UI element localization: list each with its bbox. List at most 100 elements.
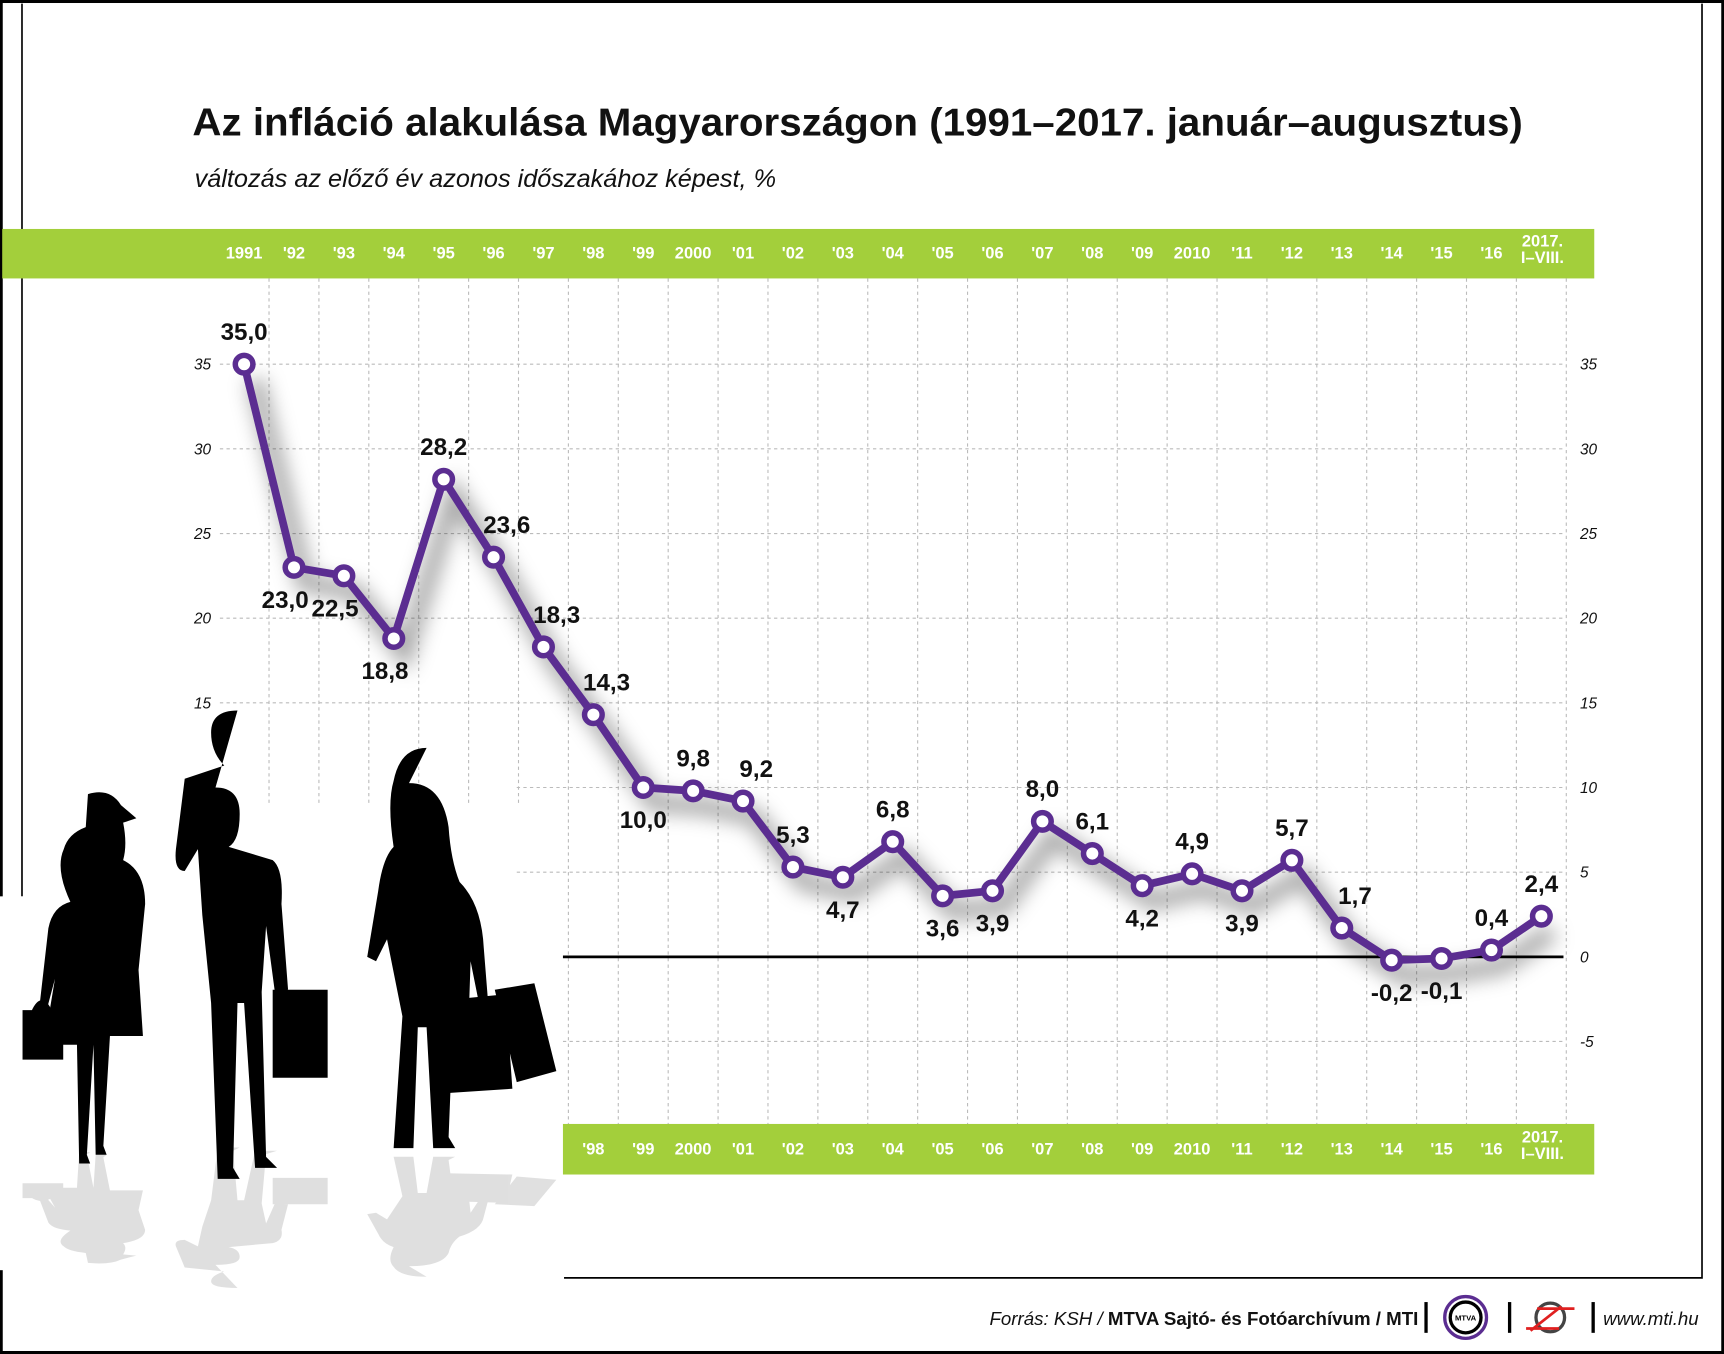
x-label-top: 1991 (226, 245, 263, 263)
x-label-top: '04 (882, 245, 905, 263)
data-label: 4,9 (1175, 829, 1209, 856)
x-label-bottom: '98 (582, 1141, 604, 1159)
chart-subtitle: változás az előző év azonos időszakához … (195, 165, 776, 193)
data-label: 18,3 (533, 602, 580, 629)
x-label-top: 2010 (1174, 245, 1211, 263)
data-label: 18,8 (361, 658, 408, 685)
x-label-top: '93 (333, 245, 355, 263)
y-tick-label-right: 25 (1579, 526, 1598, 543)
data-label: 4,7 (826, 897, 860, 924)
x-label-bottom: 2000 (675, 1141, 712, 1159)
data-point (1030, 809, 1054, 833)
svg-text:MTVA: MTVA (1455, 1314, 1477, 1323)
x-label-bottom: '06 (981, 1141, 1003, 1159)
data-label: 35,0 (221, 319, 268, 346)
data-label: 3,6 (926, 916, 960, 943)
x-label-bottom: '05 (931, 1141, 953, 1159)
x-label-top: '05 (931, 245, 953, 263)
data-point (881, 830, 905, 854)
data-label: 14,3 (583, 670, 630, 697)
x-label-top: '01 (732, 245, 754, 263)
x-label-top: '15 (1430, 245, 1452, 263)
mtva-logo: MTVA (1443, 1294, 1489, 1340)
data-label: 5,7 (1275, 815, 1309, 842)
x-label-top: '09 (1131, 245, 1153, 263)
chart-title: Az infláció alakulása Magyarországon (19… (192, 102, 1522, 145)
data-label: 2,4 (1525, 871, 1559, 898)
data-point (1280, 848, 1304, 872)
x-label-bottom: '01 (732, 1141, 754, 1159)
data-point (432, 467, 456, 491)
website-url[interactable]: www.mti.hu (1603, 1308, 1699, 1329)
data-label: 6,8 (876, 796, 910, 823)
x-label-top: '02 (782, 245, 804, 263)
inflation-series: 35,0 23,0 22,5 18,8 28,2 23,6 18,3 14,3 10,0 9,8 9… (221, 319, 1559, 1007)
data-point (931, 884, 955, 908)
y-tick-label-right: 30 (1580, 441, 1598, 458)
x-label-bottom: '09 (1131, 1141, 1153, 1159)
y-tick-label-right: 5 (1580, 865, 1589, 882)
x-label-top: '07 (1031, 245, 1053, 263)
year-labels: 1991'92'93'94'95'96'97'97'98'98'99'99200… (226, 233, 1564, 1164)
x-label-bottom: '12 (1281, 1141, 1303, 1159)
data-point (581, 703, 605, 727)
data-point (1230, 879, 1254, 903)
x-label-bottom: '07 (1031, 1141, 1053, 1159)
data-point (1130, 874, 1154, 898)
x-label-top: '92 (283, 245, 305, 263)
data-label: 28,2 (420, 434, 467, 461)
data-label: 10,0 (620, 807, 667, 834)
data-label: 8,0 (1026, 776, 1060, 803)
data-point (831, 865, 855, 889)
x-label-bottom: '03 (832, 1141, 854, 1159)
data-label: 3,9 (976, 910, 1010, 937)
x-label-top: '14 (1381, 245, 1404, 263)
data-point (1529, 904, 1553, 928)
shoppers-silhouette-image (0, 710, 563, 1290)
mti-logo (1526, 1301, 1575, 1334)
data-point (482, 545, 506, 569)
data-label: 9,2 (739, 756, 773, 783)
x-label-top: '11 (1231, 245, 1252, 263)
x-label-top: '95 (433, 245, 455, 263)
data-label: 0,4 (1475, 905, 1509, 932)
x-label-bottom: '13 (1331, 1141, 1353, 1159)
data-point (531, 635, 556, 659)
x-label-bottom: '02 (782, 1141, 804, 1159)
x-label-bottom: I–VIII. (1521, 1145, 1564, 1163)
y-tick-label-right: 35 (1580, 357, 1598, 374)
bottom-year-band (516, 1123, 1595, 1175)
x-label-bottom: '99 (632, 1141, 654, 1159)
x-label-bottom: '08 (1081, 1141, 1103, 1159)
source-agency: MTVA Sajtó- és Fotóarchívum / MTI (1108, 1308, 1418, 1329)
x-label-top: '99 (632, 245, 654, 263)
x-label-top: 2000 (675, 245, 712, 263)
x-label-bottom: '14 (1381, 1141, 1404, 1159)
x-label-top: '03 (832, 245, 854, 263)
data-label: -0,2 (1371, 980, 1413, 1007)
y-tick-label-left: 20 (193, 611, 212, 628)
x-label-top: '97 (532, 245, 554, 263)
y-tick-label-right: 15 (1580, 695, 1598, 712)
data-label: -0,1 (1421, 978, 1463, 1005)
x-label-top: '98 (582, 245, 604, 263)
x-label-top: '12 (1281, 245, 1303, 263)
y-tick-label-right: 10 (1580, 780, 1598, 797)
x-label-top: '08 (1081, 245, 1103, 263)
data-point (232, 352, 256, 376)
x-label-bottom: '15 (1430, 1141, 1452, 1159)
y-tick-label-right: 20 (1579, 611, 1598, 628)
data-point (1330, 916, 1354, 940)
y-tick-label-left: 30 (194, 441, 212, 458)
data-label: 22,5 (312, 596, 359, 623)
data-point (681, 779, 705, 803)
data-label: 1,7 (1338, 883, 1372, 910)
x-label-top: '13 (1331, 245, 1353, 263)
data-point (1380, 948, 1404, 972)
data-label: 6,1 (1075, 808, 1109, 835)
inner-frame (21, 3, 1703, 1279)
x-label-bottom: 2010 (1174, 1141, 1211, 1159)
data-point (1430, 946, 1454, 971)
data-label: 5,3 (776, 822, 810, 849)
